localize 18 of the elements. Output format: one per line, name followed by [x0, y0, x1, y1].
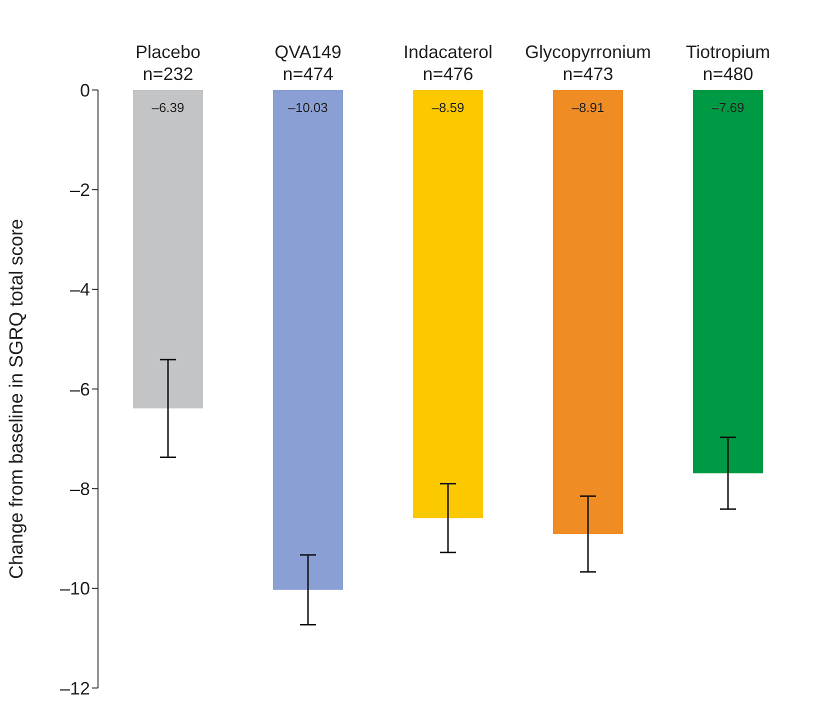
data-label: –7.69	[712, 100, 744, 115]
x-tick-label: Glycopyrronium n=473	[524, 42, 652, 84]
data-label: –8.91	[572, 100, 604, 115]
x-tick-label: Placebo n=232	[135, 42, 201, 84]
y-tick-label: 0	[80, 80, 90, 100]
data-label: –6.39	[152, 100, 184, 115]
y-axis-title: Change from baseline in SGRQ total score	[6, 218, 28, 579]
x-tick-label: Tiotropium n=480	[686, 42, 770, 84]
y-tick-label: –2	[70, 180, 90, 200]
data-label: –8.59	[432, 100, 464, 115]
x-tick-label: QVA149 n=474	[274, 42, 342, 84]
data-label: –10.03	[288, 100, 328, 115]
y-tick-label: –10	[60, 578, 90, 599]
y-tick-label: –8	[70, 479, 90, 500]
y-tick-label: –4	[70, 280, 90, 300]
x-tick-label: Indacaterol n=476	[403, 42, 493, 84]
y-tick-label: –12	[60, 678, 90, 698]
y-tick-label: –6	[70, 379, 90, 400]
